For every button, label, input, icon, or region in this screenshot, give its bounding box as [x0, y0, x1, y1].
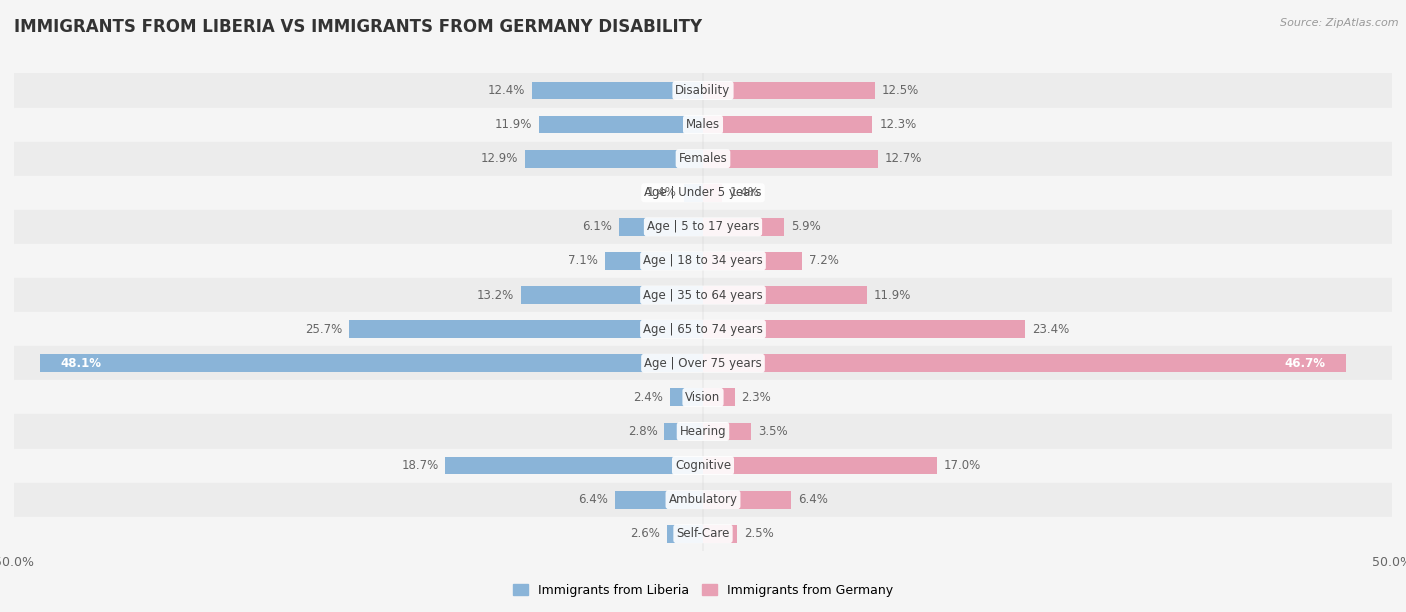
- Bar: [703, 150, 877, 168]
- Text: Age | 18 to 34 years: Age | 18 to 34 years: [643, 255, 763, 267]
- Bar: [703, 354, 1347, 372]
- Bar: [14, 380, 1392, 414]
- Bar: [703, 218, 785, 236]
- Text: 46.7%: 46.7%: [1285, 357, 1326, 370]
- Text: 6.4%: 6.4%: [578, 493, 607, 506]
- Text: 48.1%: 48.1%: [60, 357, 101, 370]
- Bar: [526, 150, 703, 168]
- Bar: [349, 320, 703, 338]
- Text: 6.1%: 6.1%: [582, 220, 612, 233]
- Bar: [703, 286, 868, 304]
- Bar: [538, 116, 703, 133]
- Bar: [41, 354, 703, 372]
- Bar: [446, 457, 703, 474]
- Text: Ambulatory: Ambulatory: [668, 493, 738, 506]
- Bar: [522, 286, 703, 304]
- Bar: [703, 320, 1025, 338]
- Text: Age | 65 to 74 years: Age | 65 to 74 years: [643, 323, 763, 335]
- Text: 1.4%: 1.4%: [647, 186, 676, 200]
- Text: 13.2%: 13.2%: [477, 289, 515, 302]
- Bar: [703, 116, 873, 133]
- Text: 2.6%: 2.6%: [630, 528, 661, 540]
- Bar: [703, 252, 803, 270]
- Bar: [605, 252, 703, 270]
- Text: 17.0%: 17.0%: [945, 459, 981, 472]
- Bar: [14, 483, 1392, 517]
- Text: 6.4%: 6.4%: [799, 493, 828, 506]
- Text: Hearing: Hearing: [679, 425, 727, 438]
- Text: 12.7%: 12.7%: [884, 152, 922, 165]
- Text: 11.9%: 11.9%: [875, 289, 911, 302]
- Text: Females: Females: [679, 152, 727, 165]
- Text: Age | 5 to 17 years: Age | 5 to 17 years: [647, 220, 759, 233]
- Bar: [703, 525, 738, 543]
- Bar: [14, 108, 1392, 141]
- Bar: [703, 81, 875, 99]
- Text: 2.8%: 2.8%: [628, 425, 658, 438]
- Bar: [14, 73, 1392, 108]
- Bar: [683, 184, 703, 201]
- Bar: [14, 278, 1392, 312]
- Text: 12.3%: 12.3%: [879, 118, 917, 131]
- Bar: [14, 414, 1392, 449]
- Text: 18.7%: 18.7%: [401, 459, 439, 472]
- Text: Disability: Disability: [675, 84, 731, 97]
- Text: 11.9%: 11.9%: [495, 118, 531, 131]
- Bar: [665, 423, 703, 440]
- Text: Age | Over 75 years: Age | Over 75 years: [644, 357, 762, 370]
- Bar: [14, 210, 1392, 244]
- Text: Vision: Vision: [685, 391, 721, 404]
- Text: Age | 35 to 64 years: Age | 35 to 64 years: [643, 289, 763, 302]
- Bar: [703, 184, 723, 201]
- Bar: [669, 389, 703, 406]
- Text: 12.4%: 12.4%: [488, 84, 526, 97]
- Text: Age | Under 5 years: Age | Under 5 years: [644, 186, 762, 200]
- Text: Source: ZipAtlas.com: Source: ZipAtlas.com: [1281, 18, 1399, 28]
- Bar: [14, 449, 1392, 483]
- Text: 2.4%: 2.4%: [633, 391, 664, 404]
- Bar: [703, 389, 735, 406]
- Bar: [14, 312, 1392, 346]
- Bar: [703, 457, 938, 474]
- Text: 2.5%: 2.5%: [744, 528, 775, 540]
- Text: 5.9%: 5.9%: [792, 220, 821, 233]
- Text: Cognitive: Cognitive: [675, 459, 731, 472]
- Bar: [619, 218, 703, 236]
- Text: 23.4%: 23.4%: [1032, 323, 1070, 335]
- Text: IMMIGRANTS FROM LIBERIA VS IMMIGRANTS FROM GERMANY DISABILITY: IMMIGRANTS FROM LIBERIA VS IMMIGRANTS FR…: [14, 18, 702, 36]
- Text: 3.5%: 3.5%: [758, 425, 787, 438]
- Bar: [668, 525, 703, 543]
- Text: Males: Males: [686, 118, 720, 131]
- Bar: [14, 517, 1392, 551]
- Text: 2.3%: 2.3%: [741, 391, 772, 404]
- Text: 12.9%: 12.9%: [481, 152, 519, 165]
- Text: 1.4%: 1.4%: [730, 186, 759, 200]
- Bar: [14, 141, 1392, 176]
- Text: 12.5%: 12.5%: [882, 84, 920, 97]
- Bar: [14, 346, 1392, 380]
- Text: 25.7%: 25.7%: [305, 323, 342, 335]
- Text: Self-Care: Self-Care: [676, 528, 730, 540]
- Bar: [531, 81, 703, 99]
- Bar: [703, 491, 792, 509]
- Text: 7.2%: 7.2%: [808, 255, 839, 267]
- Text: 7.1%: 7.1%: [568, 255, 599, 267]
- Bar: [14, 244, 1392, 278]
- Legend: Immigrants from Liberia, Immigrants from Germany: Immigrants from Liberia, Immigrants from…: [508, 579, 898, 602]
- Bar: [14, 176, 1392, 210]
- Bar: [614, 491, 703, 509]
- Bar: [703, 423, 751, 440]
